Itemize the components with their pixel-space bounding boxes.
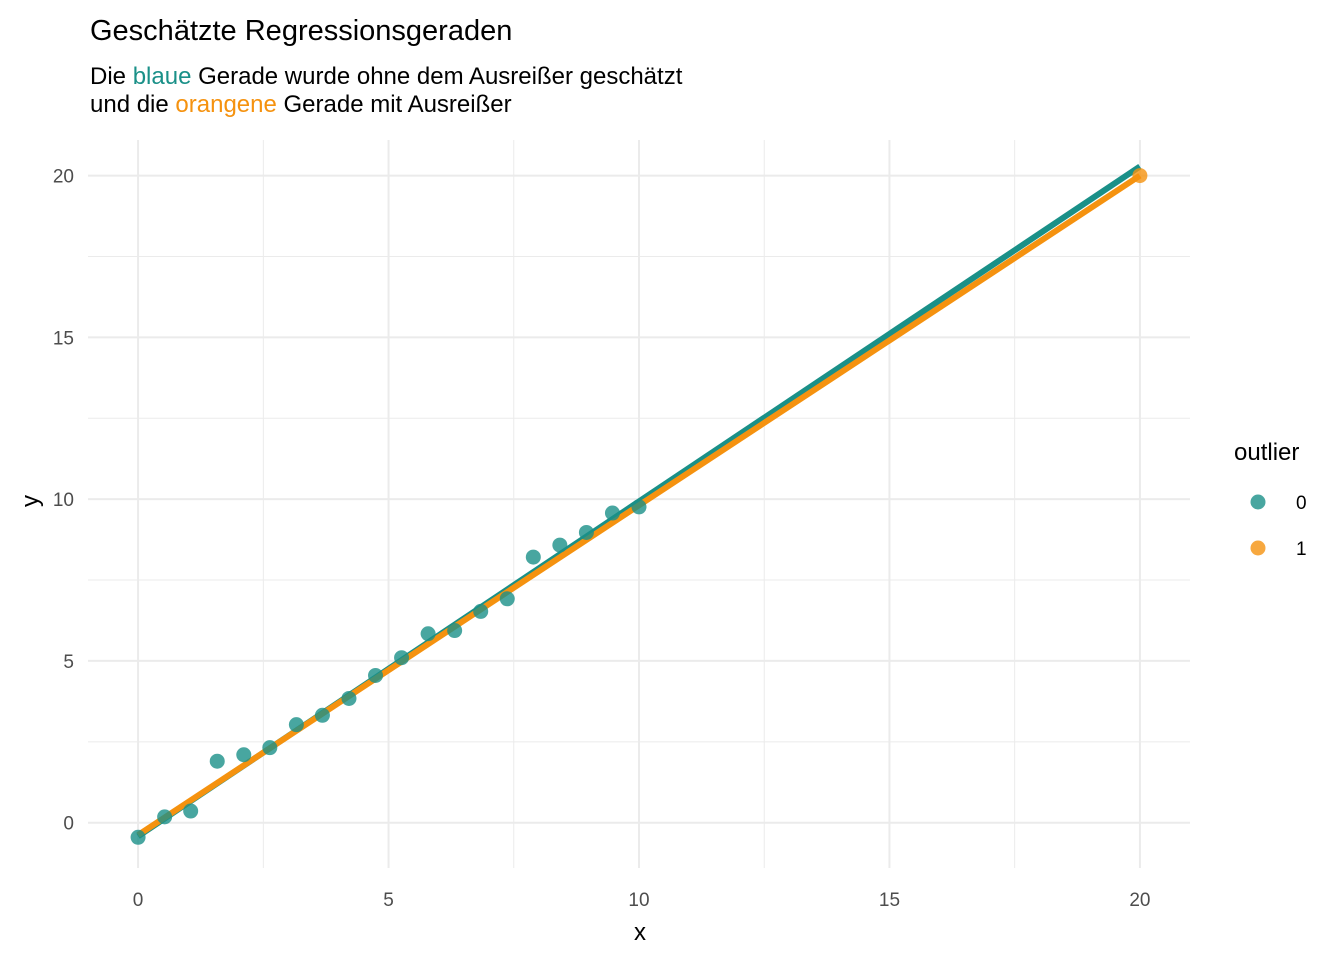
subtitle-2-post: Gerade mit Ausreißer: [277, 91, 512, 118]
point-s0-19: [631, 499, 647, 515]
chart-title: Geschätzte Regressionsgeraden: [90, 15, 512, 47]
point-s0-3: [209, 753, 225, 769]
point-s0-16: [552, 537, 568, 553]
chart-subtitle-line-2: und die orangene Gerade mit Ausreißer: [90, 91, 512, 118]
grid: [88, 140, 1190, 868]
legend-items: 01: [1250, 493, 1307, 560]
point-s0-1: [157, 809, 173, 825]
x-tick-label-4: 20: [1129, 890, 1150, 911]
x-tick-label-1: 5: [383, 890, 394, 911]
point-s0-18: [604, 505, 620, 521]
legend-key-0: [1250, 494, 1266, 510]
y-tick-labels: 0 5 10 15 20: [53, 167, 74, 835]
legend-title: outlier: [1234, 439, 1299, 466]
x-tick-label-0: 0: [133, 890, 144, 911]
y-axis-title: y: [17, 495, 44, 507]
y-tick-label-4: 20: [53, 167, 74, 188]
point-s0-2: [183, 803, 199, 819]
y-tick-label-3: 15: [53, 328, 74, 349]
x-tick-label-3: 15: [879, 890, 900, 911]
subtitle-highlight-blaue: blaue: [133, 63, 192, 90]
y-tick-label-0: 0: [63, 814, 74, 835]
point-s0-14: [499, 591, 515, 607]
point-s0-7: [314, 707, 330, 723]
y-tick-label-2: 10: [53, 490, 74, 511]
legend: outlier 01: [1234, 439, 1307, 560]
point-s0-5: [262, 740, 278, 756]
subtitle-1-post: Gerade wurde ohne dem Ausreißer geschätz…: [191, 63, 682, 90]
point-s0-15: [525, 549, 541, 565]
point-s0-11: [420, 626, 436, 642]
point-s0-8: [341, 690, 357, 706]
point-s0-6: [288, 717, 304, 733]
x-tick-label-2: 10: [628, 890, 649, 911]
chart-subtitle-line-1: Die blaue Gerade wurde ohne dem Ausreiße…: [90, 63, 683, 90]
legend-label-1: 1: [1296, 539, 1307, 560]
point-s0-13: [473, 603, 489, 619]
point-s0-0: [130, 829, 146, 845]
subtitle-1-pre: Die: [90, 63, 133, 90]
point-s1-0: [1132, 168, 1148, 184]
x-axis-title: x: [634, 919, 646, 946]
subtitle-2-pre: und die: [90, 91, 175, 118]
point-s0-10: [394, 650, 410, 666]
x-tick-labels: 0 5 10 15 20: [133, 890, 1151, 911]
subtitle-highlight-orangene: orangene: [175, 91, 276, 118]
point-s0-4: [236, 747, 252, 763]
point-s0-12: [447, 623, 463, 639]
y-tick-label-1: 5: [63, 652, 74, 673]
point-s0-9: [368, 667, 384, 683]
data-points: [130, 168, 1148, 845]
legend-key-1: [1250, 540, 1266, 556]
legend-label-0: 0: [1296, 493, 1307, 514]
point-s0-17: [578, 524, 594, 540]
